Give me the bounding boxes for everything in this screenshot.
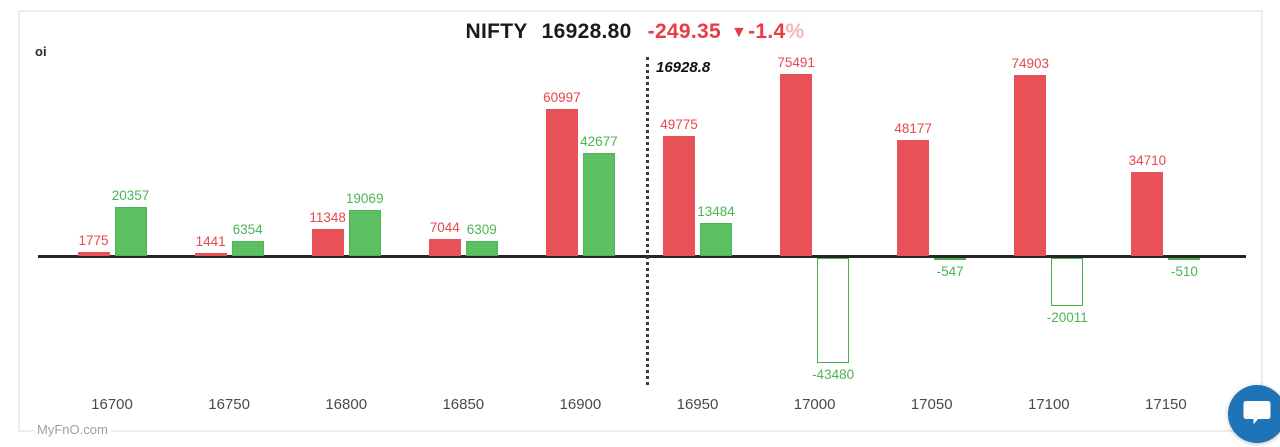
green-oi-bar-negative[interactable]: [1051, 258, 1084, 306]
green-oi-value-label: -43480: [812, 367, 855, 382]
green-oi-value-label: 19069: [345, 191, 384, 206]
green-oi-bar-negative[interactable]: [934, 258, 967, 260]
chat-button[interactable]: [1228, 385, 1280, 443]
red-oi-value-label: 11348: [309, 210, 346, 225]
red-oi-value-label: 34710: [1128, 153, 1167, 168]
change-pct-value: -1.4: [748, 20, 786, 43]
red-oi-value-label: 48177: [894, 121, 932, 136]
red-oi-bar[interactable]: [780, 74, 813, 256]
red-oi-bar[interactable]: [311, 229, 344, 256]
green-oi-value-label: 6354: [232, 222, 263, 237]
green-oi-bar[interactable]: [465, 241, 498, 256]
price-change: -249.35: [647, 20, 721, 43]
strike-tick-label: 17150: [1145, 396, 1187, 413]
green-oi-bar[interactable]: [348, 210, 381, 256]
red-oi-value-label: 74903: [1011, 56, 1050, 71]
zero-axis-line: [38, 255, 1246, 258]
red-oi-value-label: 1441: [195, 234, 226, 249]
price-change-percent: ▼-1.4%: [731, 20, 805, 43]
strike-tick-label: 17050: [910, 396, 953, 413]
strike-tick-label: 17000: [793, 396, 836, 413]
red-oi-bar[interactable]: [1014, 75, 1047, 256]
green-oi-value-label: -547: [936, 264, 964, 279]
red-oi-value-label: 75491: [777, 55, 815, 70]
strike-tick-label: 16950: [676, 396, 719, 413]
green-oi-value-label: -20011: [1046, 310, 1088, 325]
red-oi-bar[interactable]: [897, 140, 930, 256]
green-oi-value-label: 42677: [580, 134, 618, 149]
green-oi-bar[interactable]: [582, 153, 615, 256]
red-oi-bar[interactable]: [1131, 172, 1164, 256]
symbol-label: NIFTY: [465, 20, 528, 43]
red-oi-bar[interactable]: [663, 136, 695, 256]
chat-bubble-icon: [1243, 401, 1271, 425]
red-oi-bar[interactable]: [194, 253, 227, 256]
red-oi-value-label: 1775: [78, 233, 109, 248]
green-oi-bar[interactable]: [231, 241, 264, 256]
strike-tick-label: 16800: [325, 396, 368, 413]
green-oi-value-label: 20357: [111, 188, 150, 203]
percent-sign: %: [785, 20, 805, 43]
red-oi-bar[interactable]: [77, 252, 110, 256]
chart-panel: [18, 10, 1263, 432]
green-oi-bar-negative[interactable]: [1168, 258, 1201, 260]
strike-tick-label: 16750: [208, 396, 250, 413]
spot-price: 16928.80: [541, 20, 632, 43]
green-oi-bar-negative[interactable]: [817, 258, 850, 363]
spot-price-line-label: 16928.8: [656, 59, 711, 76]
chart-title: NIFTY 16928.80 -249.35 ▼-1.4%: [0, 20, 1280, 44]
strike-tick-label: 16700: [91, 396, 133, 413]
red-oi-value-label: 7044: [429, 220, 460, 235]
red-oi-bar[interactable]: [545, 109, 578, 256]
green-oi-value-label: -510: [1170, 264, 1198, 279]
watermark: MyFnO.com: [34, 422, 111, 437]
green-oi-value-label: 6309: [466, 222, 497, 237]
strike-tick-label: 17100: [1027, 396, 1070, 413]
down-arrow-icon: ▼: [730, 24, 748, 41]
strike-tick-label: 16900: [559, 396, 602, 413]
spot-price-dotted-line: [646, 57, 649, 385]
red-oi-value-label: 49775: [660, 117, 698, 132]
red-oi-bar[interactable]: [428, 239, 461, 256]
green-oi-value-label: 13484: [697, 204, 735, 219]
red-oi-value-label: 60997: [543, 90, 581, 105]
green-oi-bar[interactable]: [114, 207, 147, 256]
oi-axis-label: oi: [35, 44, 47, 59]
strike-tick-label: 16850: [442, 396, 485, 413]
green-oi-bar[interactable]: [700, 223, 732, 256]
